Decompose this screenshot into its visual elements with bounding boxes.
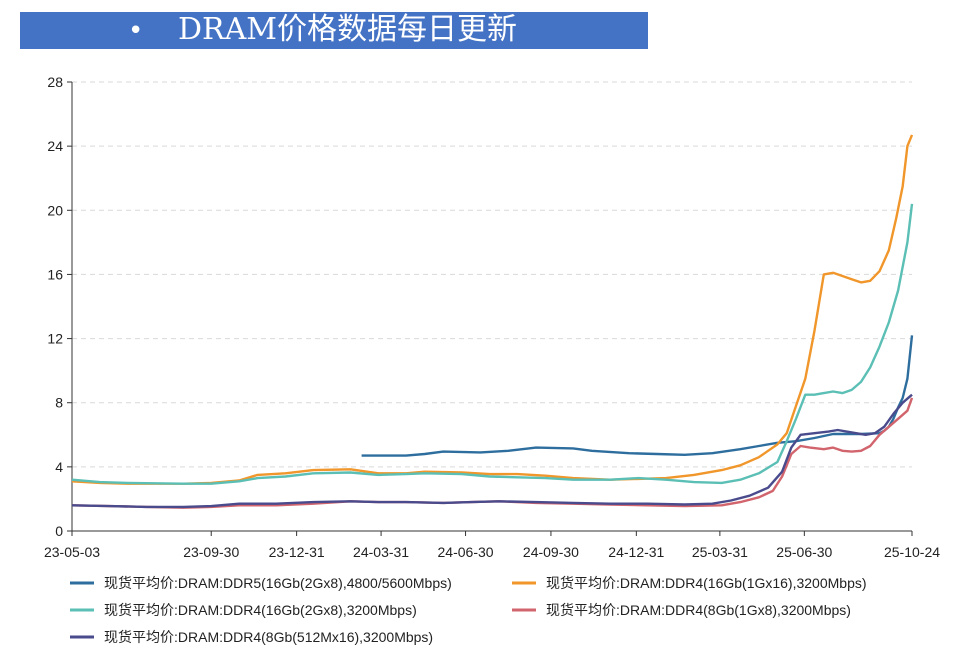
y-tick-label: 28	[47, 74, 63, 90]
series-line-5	[71, 393, 913, 509]
header-banner: • DRAM价格数据每日更新	[20, 12, 648, 49]
series-line-2	[71, 134, 914, 485]
x-tick-label: 23-09-30	[183, 544, 239, 560]
y-tick-label: 16	[47, 266, 63, 282]
x-tick-label: 24-03-31	[353, 544, 409, 560]
x-tick-label: 25-06-30	[776, 544, 832, 560]
y-tick-label: 12	[47, 331, 63, 347]
x-tick-label: 24-12-31	[608, 544, 664, 560]
y-tick-label: 4	[55, 459, 63, 475]
y-tick-label: 8	[55, 395, 63, 411]
page-title: DRAM价格数据每日更新	[178, 12, 518, 47]
axis-layer: 0 4 8 12 16 20 24 28 23-05-03 23-09-30 23-12-31 24-…	[44, 74, 940, 560]
legend-label: 现货平均价:DRAM:DDR5(16Gb(2Gx8),4800/5600Mbps…	[104, 575, 452, 591]
series-layer	[71, 134, 914, 509]
x-tick-label: 23-12-31	[269, 544, 325, 560]
x-tick-label: 24-06-30	[438, 544, 494, 560]
bullet-icon: •	[128, 16, 144, 46]
y-tick-label: 20	[47, 202, 63, 218]
series-line-3	[71, 203, 914, 485]
y-tick-label: 24	[47, 138, 63, 154]
x-tick-label: 24-09-30	[523, 544, 579, 560]
x-tick-label: 25-03-31	[692, 544, 748, 560]
legend-label: 现货平均价:DRAM:DDR4(16Gb(1Gx16),3200Mbps)	[546, 575, 867, 591]
x-tick-label: 25-10-24	[884, 544, 940, 560]
series-line-1	[361, 335, 914, 457]
legend-label: 现货平均价:DRAM:DDR4(8Gb(1Gx8),3200Mbps)	[546, 602, 851, 618]
y-tick-label: 0	[55, 523, 63, 539]
legend: 现货平均价:DRAM:DDR5(16Gb(2Gx8),4800/5600Mbps…	[70, 575, 867, 645]
legend-label: 现货平均价:DRAM:DDR4(8Gb(512Mx16),3200Mbps)	[104, 629, 433, 645]
x-tick-label: 23-05-03	[44, 544, 100, 560]
series-line-4	[71, 397, 914, 509]
legend-label: 现货平均价:DRAM:DDR4(16Gb(2Gx8),3200Mbps)	[104, 602, 417, 618]
grid-layer	[72, 81, 912, 468]
